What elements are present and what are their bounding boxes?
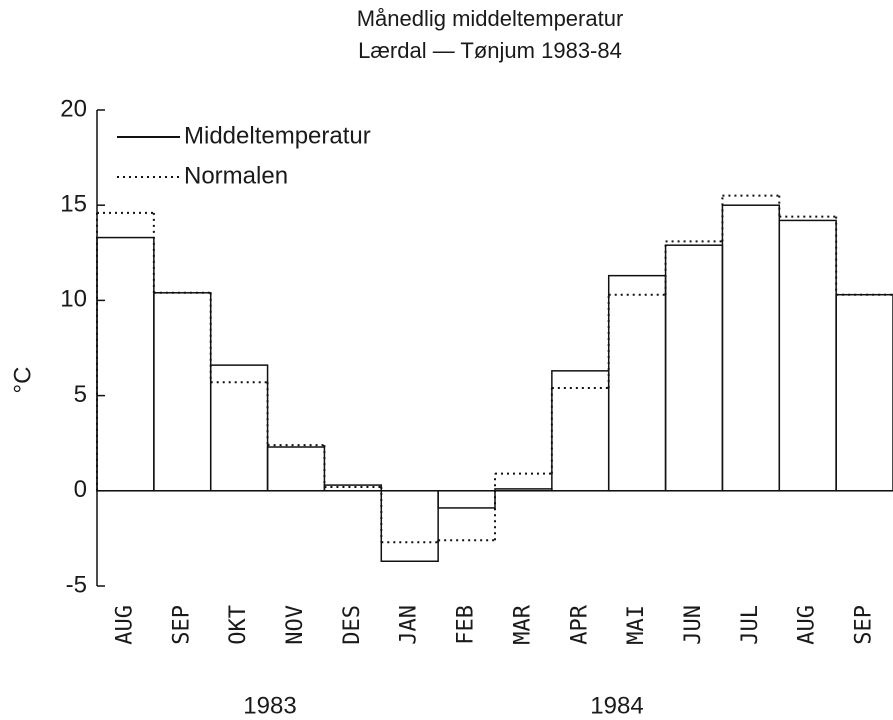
- x-tick-label: FEB: [454, 605, 479, 645]
- x-tick-label: JUN: [681, 605, 706, 645]
- y-tick-label: 20: [60, 95, 87, 122]
- bar: [96, 236, 155, 492]
- y-tick-label: 5: [74, 381, 87, 408]
- bar: [153, 292, 212, 492]
- bar: [778, 219, 837, 492]
- bar: [607, 274, 667, 492]
- bar: [721, 204, 781, 492]
- x-tick-label: APR: [567, 604, 592, 644]
- year-label: 1984: [590, 692, 643, 719]
- bar: [209, 364, 269, 492]
- legend-label: Normalen: [184, 162, 288, 189]
- y-tick-label: -5: [66, 571, 87, 598]
- year-label: 1983: [243, 692, 296, 719]
- bar: [437, 490, 496, 509]
- bar: [664, 244, 724, 492]
- x-tick-label: SEP: [852, 605, 877, 645]
- x-tick-label: AUG: [112, 605, 137, 645]
- bar: [494, 488, 553, 492]
- x-tick-label: JAN: [397, 605, 422, 645]
- x-tick-label: SEP: [169, 605, 194, 645]
- bar: [380, 490, 439, 562]
- x-tick-label: JUL: [738, 605, 763, 645]
- y-tick-label: 0: [74, 476, 87, 503]
- y-axis-label: °C: [9, 367, 36, 394]
- chart-subtitle: Lærdal — Tønjum 1983-84: [358, 38, 622, 63]
- x-tick-label: MAR: [510, 604, 535, 644]
- chart-title: Månedlig middeltemperatur: [357, 6, 624, 31]
- x-tick-label: DES: [340, 605, 365, 645]
- x-tick-label: OKT: [226, 605, 251, 645]
- legend-label: Middeltemperatur: [184, 122, 371, 149]
- y-tick-label: 10: [60, 286, 87, 313]
- x-tick-label: MAI: [624, 605, 649, 645]
- bar: [835, 293, 893, 492]
- x-tick-label: NOV: [283, 605, 308, 645]
- y-tick-label: 15: [60, 191, 87, 218]
- bar: [266, 446, 326, 492]
- x-tick-label: AUG: [795, 605, 820, 645]
